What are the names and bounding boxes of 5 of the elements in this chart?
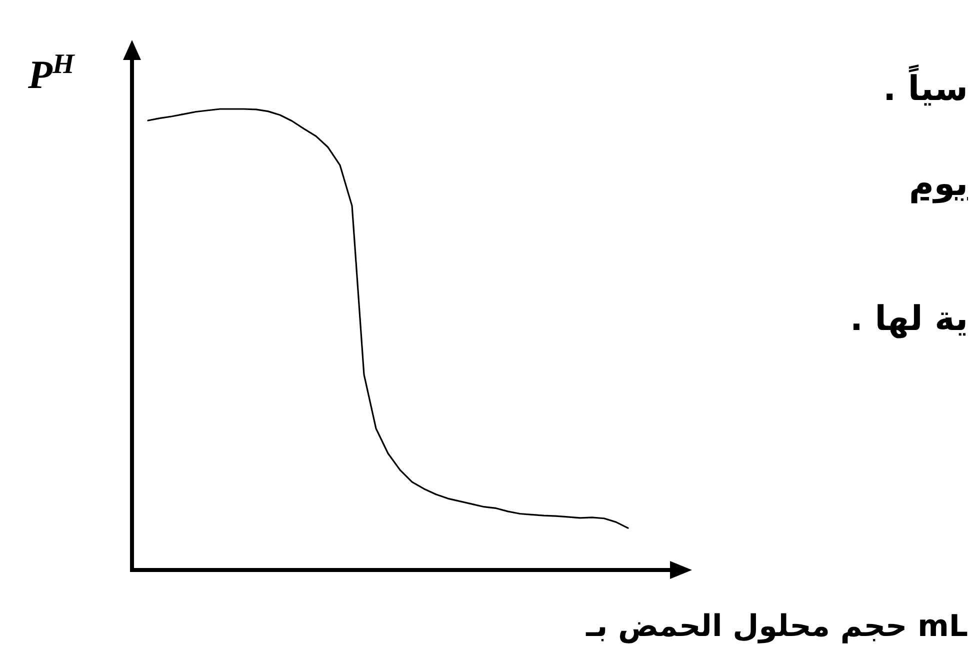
y-axis-title: P$^{H}$ [27, 48, 76, 97]
x-axis-title: حجم محلول الحمض بـ mL [585, 609, 968, 644]
text: بوم [908, 164, 968, 204]
text: ية لها . [850, 299, 968, 339]
text: سياً . [883, 64, 968, 109]
